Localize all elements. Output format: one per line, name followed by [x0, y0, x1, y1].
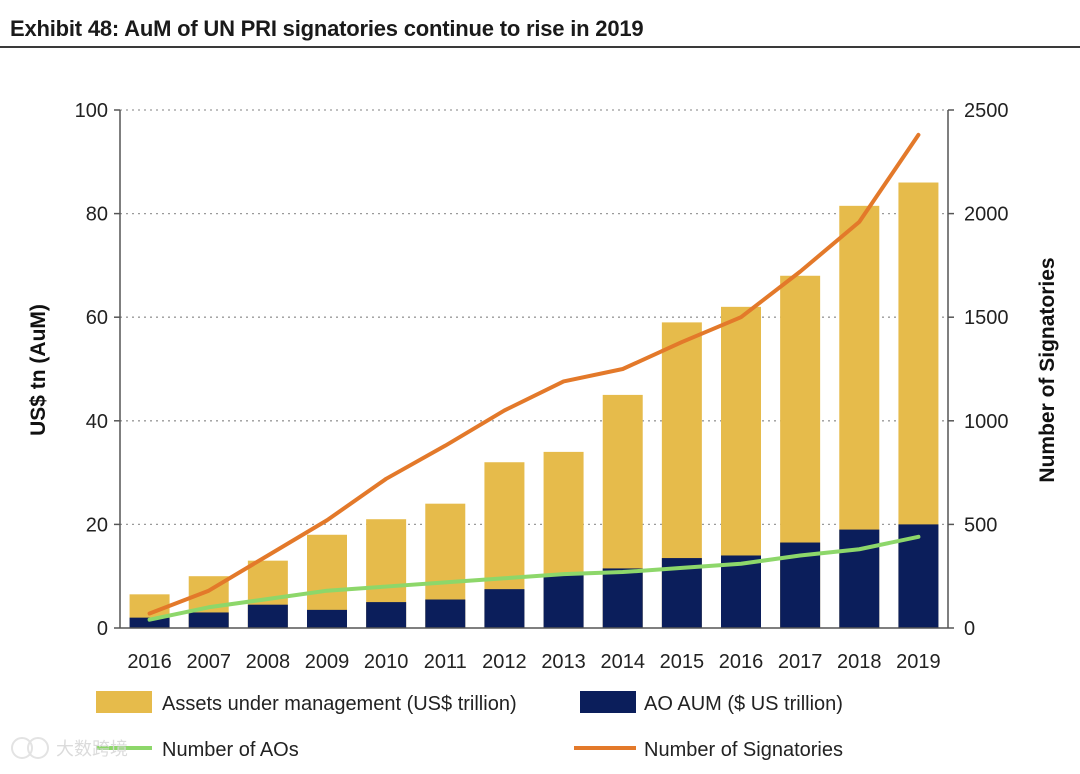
y-tick-label: 100 — [75, 100, 108, 122]
x-tick-label: 2016 — [127, 651, 172, 673]
y2-tick-label: 2000 — [964, 204, 1009, 226]
bar-ao-aum — [543, 573, 584, 628]
y2-axis-title: Number of Signatories — [1036, 257, 1059, 482]
exhibit-title: Exhibit 48: AuM of UN PRI signatories co… — [10, 16, 644, 41]
bar-ao-aum — [129, 617, 170, 628]
y-tick-label: 60 — [86, 307, 108, 329]
legend-label-aum: Assets under management (US$ trillion) — [162, 693, 517, 715]
x-tick-label: 2009 — [305, 651, 350, 673]
legend-swatch-ao-aum — [580, 691, 636, 713]
y2-tick-label: 0 — [964, 618, 975, 640]
bars-group — [129, 182, 939, 628]
x-tick-label: 2013 — [541, 651, 586, 673]
x-tick-label: 2012 — [482, 651, 527, 673]
watermark-logo-icon — [11, 737, 33, 759]
x-tick-label: 2014 — [600, 651, 645, 673]
y-tick-label: 20 — [86, 514, 108, 536]
x-tick-label: 2011 — [424, 651, 467, 673]
legend-label-aos: Number of AOs — [162, 739, 299, 761]
bar-ao-aum — [307, 609, 347, 628]
legend-swatch-aum — [96, 691, 152, 713]
y-axis-title: US$ tn (AuM) — [27, 304, 50, 436]
axes-group — [114, 109, 954, 629]
bar-ao-aum — [721, 555, 761, 628]
x-tick-label: 2010 — [364, 651, 409, 673]
x-tick-label: 2017 — [778, 651, 823, 673]
x-tick-label: 2016 — [719, 651, 764, 673]
legend-label-ao-aum: AO AUM ($ US trillion) — [644, 693, 843, 715]
watermark: 大数跨境 — [11, 737, 128, 760]
y2-tick-label: 2500 — [964, 100, 1009, 122]
bar-ao-aum — [484, 589, 525, 628]
title-rule — [0, 46, 1080, 48]
x-tick-label: 2007 — [186, 651, 231, 673]
bar-ao-aum — [247, 604, 288, 628]
bar-ao-aum — [602, 568, 643, 628]
y-tick-label: 80 — [86, 204, 108, 226]
legend: Assets under management (US$ trillion) A… — [96, 691, 843, 761]
lines-group — [147, 132, 921, 622]
line-number-of-signatories — [147, 132, 921, 616]
y2-tick-label: 1500 — [964, 307, 1009, 329]
x-tick-label: 2015 — [660, 651, 705, 673]
x-tick-label: 2018 — [837, 651, 882, 673]
line-number-of-aos — [147, 534, 921, 622]
y2-tick-label: 500 — [964, 514, 997, 536]
x-tick-label: 2019 — [896, 651, 941, 673]
watermark-text: 大数跨境 — [56, 739, 128, 760]
legend-label-signatories: Number of Signatories — [644, 739, 843, 761]
gridlines — [120, 109, 948, 526]
y-tick-label: 0 — [97, 618, 108, 640]
y2-tick-label: 1000 — [964, 411, 1009, 433]
x-tick-label: 2008 — [246, 651, 291, 673]
bar-ao-aum — [425, 599, 466, 628]
bar-ao-aum — [366, 602, 407, 628]
bar-ao-aum — [188, 612, 229, 628]
y-tick-label: 40 — [86, 411, 108, 433]
